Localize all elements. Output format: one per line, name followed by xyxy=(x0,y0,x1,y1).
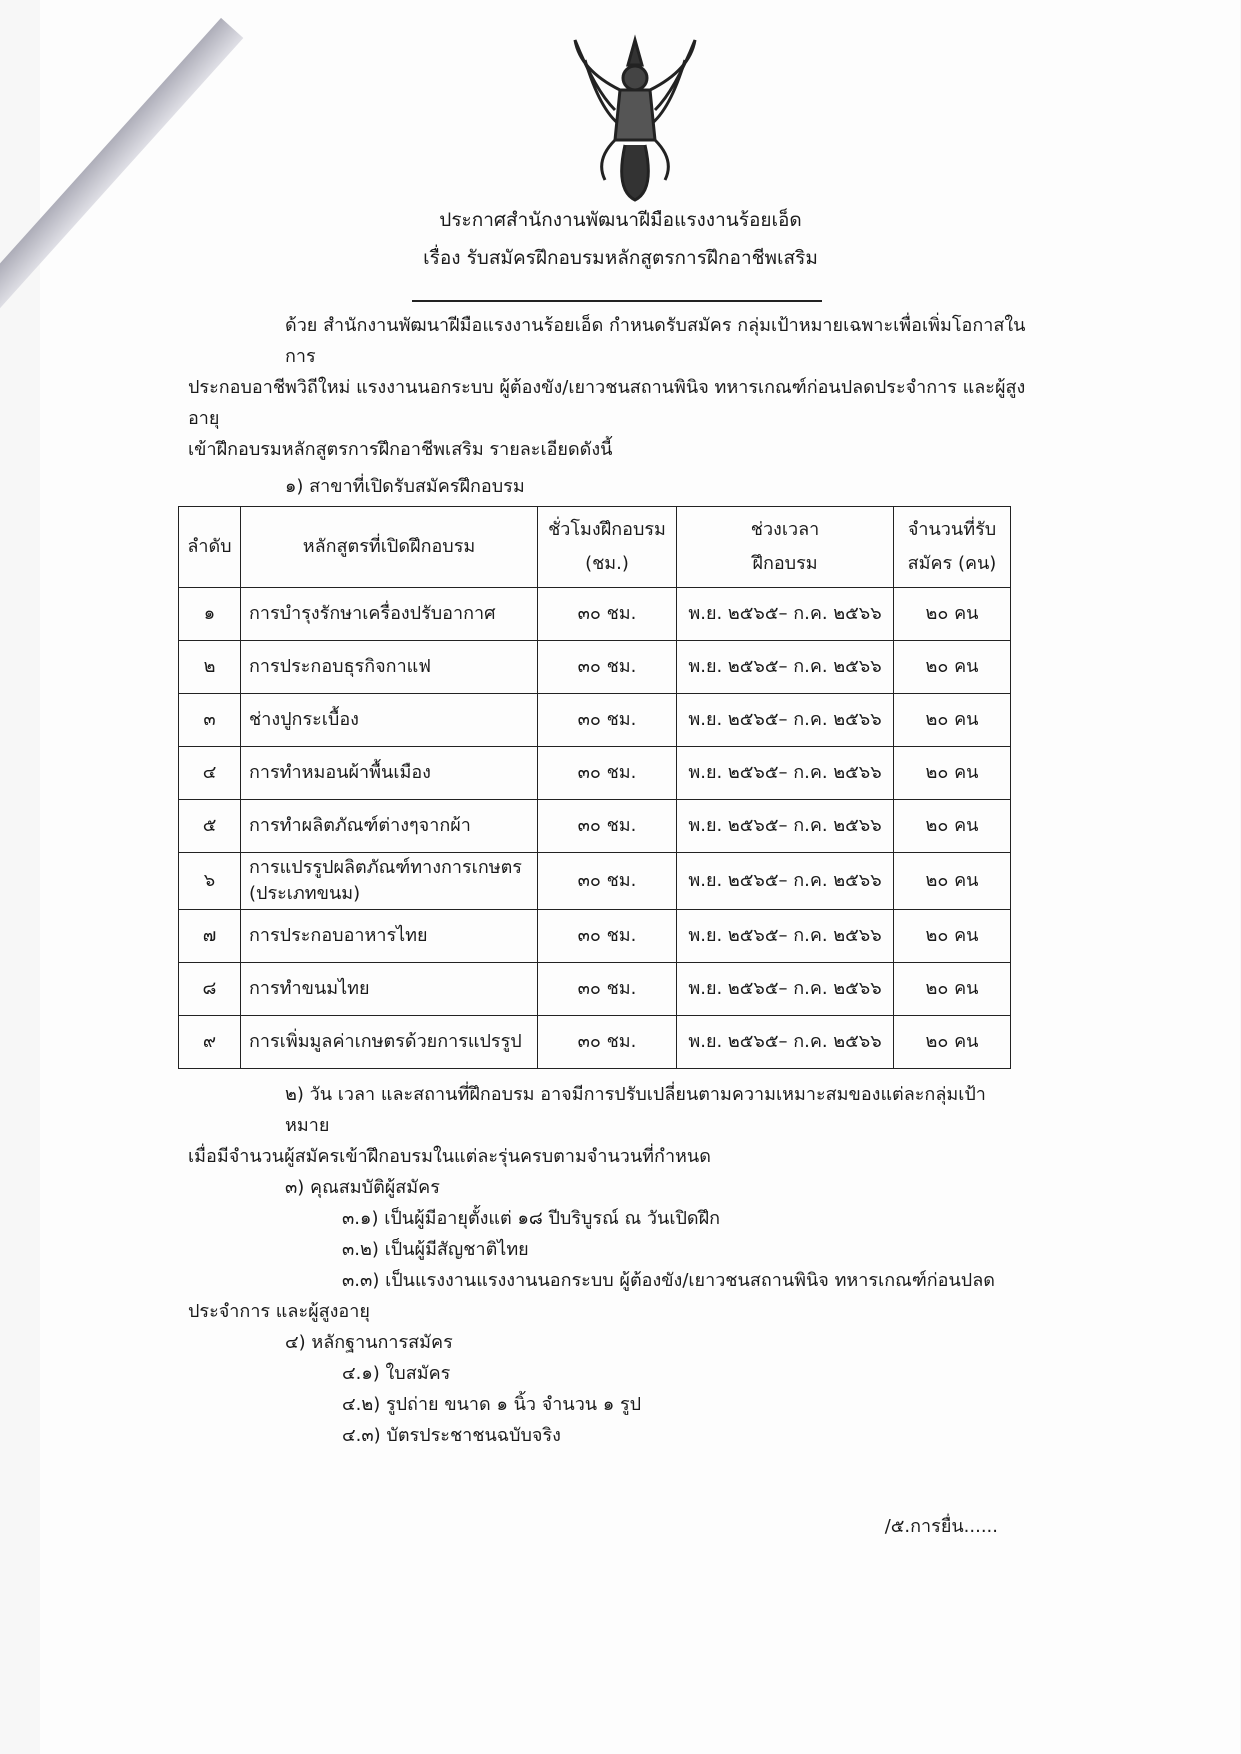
training-period: พ.ย. ๒๕๖๕– ก.ค. ๒๕๖๖ xyxy=(676,746,894,800)
row-number: ๘ xyxy=(178,962,241,1016)
row-number: ๒ xyxy=(178,640,241,694)
training-hours: ๓๐ ชม. xyxy=(537,587,677,641)
table-row: ๒ การประกอบธุรกิจกาแฟ ๓๐ ชม. พ.ย. ๒๕๖๕– … xyxy=(178,640,1011,694)
training-hours: ๓๐ ชม. xyxy=(537,909,677,963)
announcement-subject: เรื่อง รับสมัครฝึกอบรมหลักสูตรการฝึกอาชี… xyxy=(423,247,818,269)
table-header: ลำดับ หลักสูตรที่เปิดฝึกอบรม ชั่วโมงฝึกอ… xyxy=(178,506,1011,588)
seat-count: ๒๐ คน xyxy=(893,640,1011,694)
training-period: พ.ย. ๒๕๖๕– ก.ค. ๒๕๖๖ xyxy=(676,962,894,1016)
training-hours: ๓๐ ชม. xyxy=(537,746,677,800)
col-course: หลักสูตรที่เปิดฝึกอบรม xyxy=(240,506,538,588)
table-row: ๗ การประกอบอาหารไทย ๓๐ ชม. พ.ย. ๒๕๖๕– ก.… xyxy=(178,909,1011,963)
col-no: ลำดับ xyxy=(178,506,241,588)
section-2-line: ๒) วัน เวลา และสถานที่ฝึกอบรม อาจมีการปร… xyxy=(285,1084,986,1136)
course-name: การเพิ่มมูลค่าเกษตรด้วยการแปรรูป xyxy=(240,1015,538,1069)
intro-paragraph: ด้วย สำนักงานพัฒนาฝีมือแรงงานร้อยเอ็ด กำ… xyxy=(188,310,1028,465)
row-number: ๑ xyxy=(178,587,241,641)
section-4-item: ๔.๓) บัตรประชาชนฉบับจริง xyxy=(342,1425,561,1446)
col-hours: ชั่วโมงฝึกอบรม (ชม.) xyxy=(537,506,677,588)
table-row: ๑ การบำรุงรักษาเครื่องปรับอากาศ ๓๐ ชม. พ… xyxy=(178,587,1011,641)
title-rule xyxy=(412,300,822,302)
course-name: การบำรุงรักษาเครื่องปรับอากาศ xyxy=(240,587,538,641)
section-3-item: ๓.๓) เป็นแรงงานแรงงานนอกระบบ ผู้ต้องขัง/… xyxy=(342,1270,995,1291)
col-period: ช่วงเวลา ฝึกอบรม xyxy=(676,506,894,588)
seat-count: ๒๐ คน xyxy=(893,1015,1011,1069)
row-number: ๓ xyxy=(178,693,241,747)
training-period: พ.ย. ๒๕๖๕– ก.ค. ๒๕๖๖ xyxy=(676,1015,894,1069)
course-name: การแปรรูปผลิตภัณฑ์ทางการเกษตร (ประเภทขนม) xyxy=(240,852,538,910)
course-name: การประกอบธุรกิจกาแฟ xyxy=(240,640,538,694)
seat-count: ๒๐ คน xyxy=(893,693,1011,747)
seat-count: ๒๐ คน xyxy=(893,962,1011,1016)
training-period: พ.ย. ๒๕๖๕– ก.ค. ๒๕๖๖ xyxy=(676,587,894,641)
training-hours: ๓๐ ชม. xyxy=(537,1015,677,1069)
intro-line: ประกอบอาชีพวิถีใหม่ แรงงานนอกระบบ ผู้ต้อ… xyxy=(188,377,1026,429)
section-2-line: เมื่อมีจำนวนผู้สมัครเข้าฝึกอบรมในแต่ละรุ… xyxy=(188,1146,711,1167)
section-4-item: ๔.๑) ใบสมัคร xyxy=(342,1363,451,1384)
row-number: ๕ xyxy=(178,799,241,853)
col-seats: จำนวนที่รับ สมัคร (คน) xyxy=(893,506,1011,588)
section-4-item: ๔.๒) รูปถ่าย ขนาด ๑ นิ้ว จำนวน ๑ รูป xyxy=(342,1394,642,1415)
course-name: การประกอบอาหารไทย xyxy=(240,909,538,963)
training-period: พ.ย. ๒๕๖๕– ก.ค. ๒๕๖๖ xyxy=(676,909,894,963)
course-name: การทำหมอนผ้าพื้นเมือง xyxy=(240,746,538,800)
training-period: พ.ย. ๒๕๖๕– ก.ค. ๒๕๖๖ xyxy=(676,799,894,853)
table-row: ๕ การทำผลิตภัณฑ์ต่างๆจากผ้า ๓๐ ชม. พ.ย. … xyxy=(178,799,1011,853)
document-body: ๑) สาขาที่เปิดรับสมัครฝึกอบรม ลำดับ หลัก… xyxy=(178,471,1028,1542)
section-3-item: ๓.๒) เป็นผู้มีสัญชาติไทย xyxy=(342,1239,529,1260)
training-period: พ.ย. ๒๕๖๕– ก.ค. ๒๕๖๖ xyxy=(676,640,894,694)
course-name: การทำขนมไทย xyxy=(240,962,538,1016)
seat-count: ๒๐ คน xyxy=(893,799,1011,853)
announcement-title: ประกาศสำนักงานพัฒนาฝีมือแรงงานร้อยเอ็ด xyxy=(439,209,802,231)
course-name: การทำผลิตภัณฑ์ต่างๆจากผ้า xyxy=(240,799,538,853)
intro-line: ด้วย สำนักงานพัฒนาฝีมือแรงงานร้อยเอ็ด กำ… xyxy=(285,315,1026,367)
table-row: ๙ การเพิ่มมูลค่าเกษตรด้วยการแปรรูป ๓๐ ชม… xyxy=(178,1015,1011,1069)
seat-count: ๒๐ คน xyxy=(893,909,1011,963)
training-hours: ๓๐ ชม. xyxy=(537,799,677,853)
section-4-title: ๔) หลักฐานการสมัคร xyxy=(285,1332,453,1353)
table-row: ๔ การทำหมอนผ้าพื้นเมือง ๓๐ ชม. พ.ย. ๒๕๖๕… xyxy=(178,746,1011,800)
section-1-title: ๑) สาขาที่เปิดรับสมัครฝึกอบรม xyxy=(285,476,525,497)
table-row: ๓ ช่างปูกระเบื้อง ๓๐ ชม. พ.ย. ๒๕๖๕– ก.ค.… xyxy=(178,693,1011,747)
garuda-emblem-icon xyxy=(573,34,697,202)
seat-count: ๒๐ คน xyxy=(893,852,1011,910)
seat-count: ๒๐ คน xyxy=(893,746,1011,800)
table-row: ๖ การแปรรูปผลิตภัณฑ์ทางการเกษตร (ประเภทขน… xyxy=(178,852,1011,910)
section-3-cont: ประจำการ และผู้สูงอายุ xyxy=(188,1301,370,1322)
continuation-note: /๕.การยื่น...... xyxy=(884,1516,998,1537)
training-period: พ.ย. ๒๕๖๕– ก.ค. ๒๕๖๖ xyxy=(676,852,894,910)
training-hours: ๓๐ ชม. xyxy=(537,640,677,694)
training-hours: ๓๐ ชม. xyxy=(537,693,677,747)
training-period: พ.ย. ๒๕๖๕– ก.ค. ๒๕๖๖ xyxy=(676,693,894,747)
table-row: ๘ การทำขนมไทย ๓๐ ชม. พ.ย. ๒๕๖๕– ก.ค. ๒๕๖… xyxy=(178,962,1011,1016)
courses-table: ลำดับ หลักสูตรที่เปิดฝึกอบรม ชั่วโมงฝึกอ… xyxy=(178,506,1011,1069)
training-hours: ๓๐ ชม. xyxy=(537,852,677,910)
row-number: ๙ xyxy=(178,1015,241,1069)
row-number: ๔ xyxy=(178,746,241,800)
intro-line: เข้าฝึกอบรมหลักสูตรการฝึกอาชีพเสริม รายล… xyxy=(188,439,613,460)
section-3-title: ๓) คุณสมบัติผู้สมัคร xyxy=(285,1177,440,1198)
seat-count: ๒๐ คน xyxy=(893,587,1011,641)
section-3-item: ๓.๑) เป็นผู้มีอายุตั้งแต่ ๑๘ ปีบริบูรณ์ … xyxy=(342,1208,721,1229)
row-number: ๗ xyxy=(178,909,241,963)
row-number: ๖ xyxy=(178,852,241,910)
course-name: ช่างปูกระเบื้อง xyxy=(240,693,538,747)
training-hours: ๓๐ ชม. xyxy=(537,962,677,1016)
